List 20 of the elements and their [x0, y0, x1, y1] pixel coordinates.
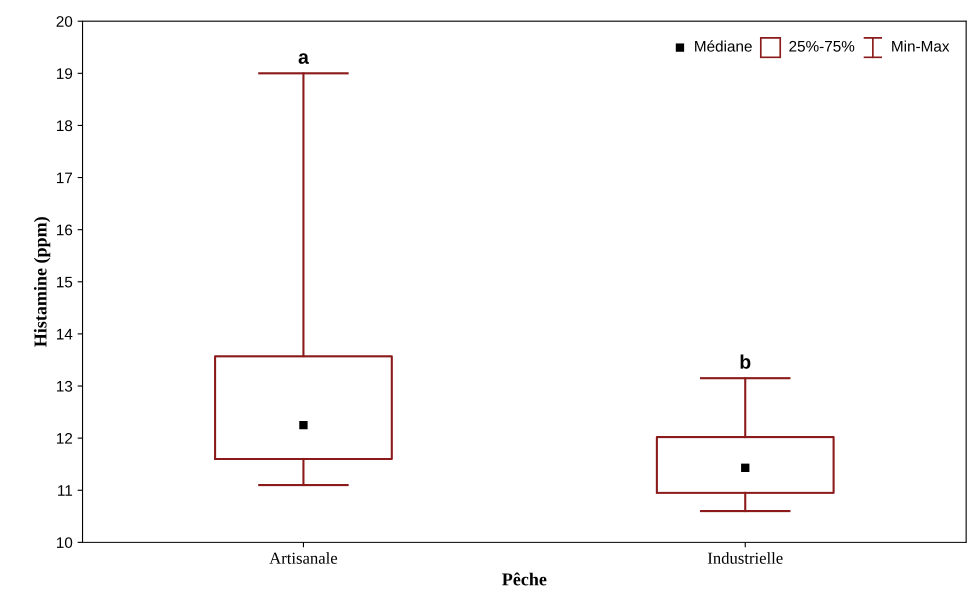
y-tick-label: 14 [56, 328, 72, 340]
x-tick-label: Industrielle [708, 552, 783, 564]
y-tick-label: 20 [56, 16, 72, 27]
x-axis-title: Pêche [502, 572, 546, 586]
y-tick-label: 18 [56, 120, 72, 132]
y-tick-label: 17 [56, 172, 72, 184]
y-tick-label: 15 [56, 276, 72, 288]
y-axis-title: Histamine (ppm) [34, 217, 50, 347]
x-tick-label: Artisanale [269, 552, 338, 564]
annotation: a [298, 53, 309, 64]
y-tick-label: 12 [56, 433, 72, 444]
y-tick-label: 10 [56, 537, 72, 548]
y-tick-label: 19 [56, 68, 72, 80]
y-tick-label: 13 [56, 380, 72, 392]
annotation: b [740, 354, 750, 369]
annotation: Médiane [695, 40, 752, 52]
annotation: 25%-75% [789, 40, 854, 52]
annotation: Min-Max [892, 40, 950, 52]
y-tick-label: 16 [56, 224, 72, 236]
y-tick-label: 11 [58, 485, 72, 496]
